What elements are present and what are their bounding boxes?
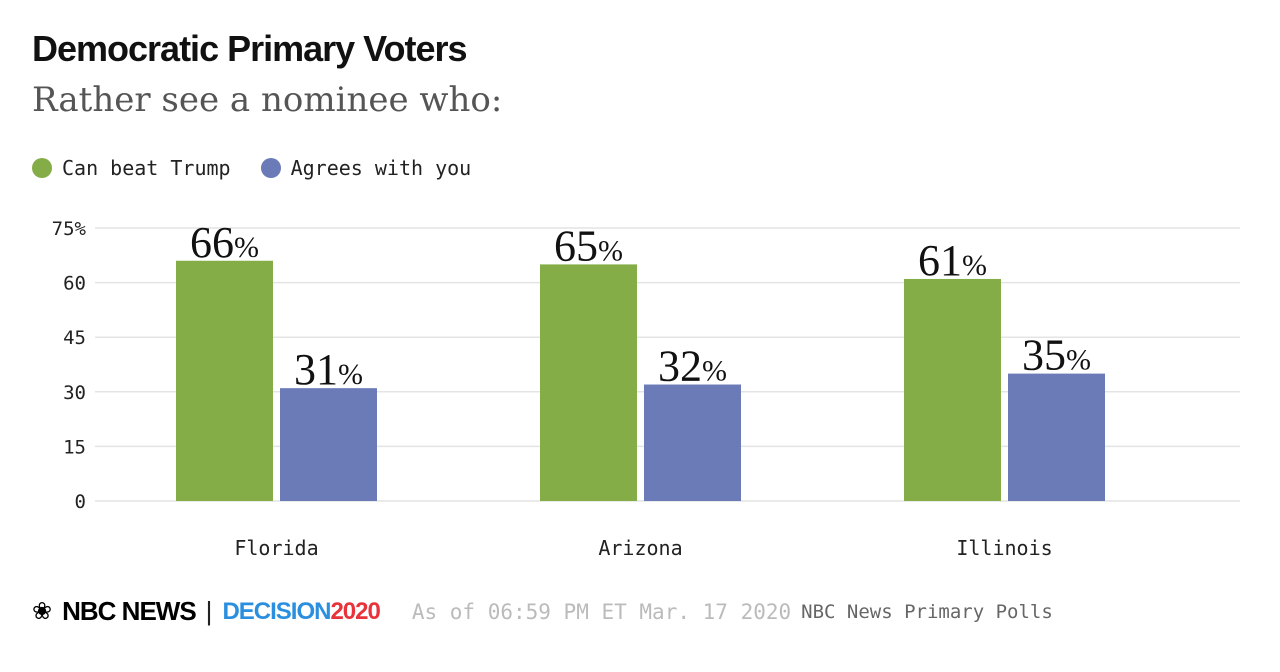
chart-subtitle: Rather see a nominee who:	[32, 80, 503, 120]
legend-item-agrees-with-you: Agrees with you	[260, 156, 472, 180]
x-tick-label: Florida	[234, 536, 318, 560]
data-label: 32%	[658, 342, 727, 391]
as-of-timestamp: As of 06:59 PM ET Mar. 17 2020	[411, 599, 792, 624]
footer: ❀ NBC NEWS | DECISION 2020 As of 06:59 PM…	[32, 596, 1053, 626]
data-label: 31%	[294, 345, 363, 394]
bar-arizona-beat-trump	[540, 264, 637, 501]
decision-year: 2020	[330, 597, 380, 625]
bar-arizona-agrees	[644, 384, 741, 501]
y-tick-label: 45	[63, 327, 86, 349]
nbc-peacock-icon: ❀	[32, 598, 53, 625]
legend: Can beat Trump Agrees with you	[32, 156, 471, 180]
y-tick-label: 0	[75, 491, 86, 513]
legend-item-can-beat-trump: Can beat Trump	[32, 156, 231, 180]
x-tick-label: Illinois	[956, 536, 1052, 560]
nbc-news-logo: NBC NEWS	[62, 596, 197, 626]
legend-dot-blue-icon	[260, 158, 281, 178]
bar-florida-beat-trump	[176, 260, 273, 501]
bar-florida-agrees	[280, 388, 377, 501]
y-tick-label: 60	[63, 273, 86, 295]
y-tick-label: 30	[63, 382, 86, 404]
data-label: 66%	[190, 218, 259, 267]
data-label: 65%	[554, 221, 623, 270]
legend-dot-green-icon	[32, 158, 52, 178]
x-tick-label: Arizona	[598, 536, 682, 560]
y-tick-label: 75%	[52, 218, 87, 240]
data-label: 61%	[918, 236, 987, 285]
source: NBC News Primary Polls	[801, 600, 1053, 623]
bar-illinois-agrees	[1008, 373, 1105, 501]
data-label: 35%	[1022, 331, 1091, 380]
legend-label: Can beat Trump	[62, 156, 231, 180]
bar-illinois-beat-trump	[904, 278, 1001, 501]
chart-title: Democratic Primary Voters	[32, 28, 468, 69]
legend-label: Agrees with you	[290, 156, 472, 180]
decision-logo: DECISION	[222, 597, 331, 625]
y-tick-label: 15	[63, 436, 86, 458]
